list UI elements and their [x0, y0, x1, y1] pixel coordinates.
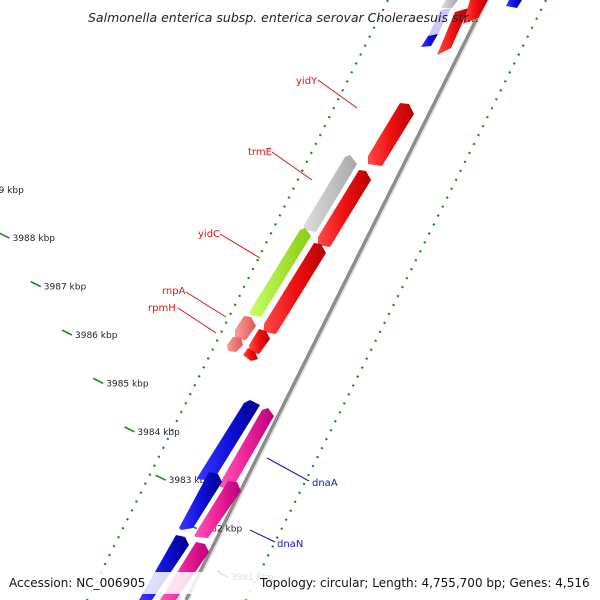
label-dnaA[interactable]: dnaA: [312, 478, 338, 489]
gene-dnaA-magenta[interactable]: [220, 408, 274, 489]
gene-yidC[interactable]: [250, 228, 311, 317]
kbp-tick-label-7: 3988 kbp: [13, 234, 56, 244]
kbp-tick-7: [0, 232, 10, 239]
gene-red-small-1[interactable]: [249, 329, 270, 354]
label-yidY[interactable]: yidY: [296, 76, 318, 87]
kbp-tick-label-1: 3982 kbp: [200, 525, 243, 535]
leader-yidC: [219, 233, 261, 259]
outer-dotted-track: [86, 0, 389, 600]
inner-dotted-track: [245, 0, 547, 600]
leader-yidY: [317, 79, 358, 109]
kbp-tick-6: [30, 280, 42, 288]
label-dnaN[interactable]: dnaN: [277, 539, 303, 550]
leader-dnaN: [249, 529, 276, 543]
leader-dnaA: [266, 457, 310, 482]
kbp-tick-label-6: 3987 kbp: [44, 283, 87, 293]
gene-trmE[interactable]: [318, 170, 371, 247]
label-yidC[interactable]: yidC: [198, 229, 220, 240]
accession-text: Accession: NC_006905: [9, 576, 145, 590]
gene-block-top-red-right[interactable]: [463, 0, 488, 24]
genome-title: Salmonella enterica subsp. enterica sero…: [88, 10, 479, 25]
gene-label-leaders: [177, 79, 358, 543]
gene-red-lower[interactable]: [264, 243, 326, 334]
footer-background: [0, 572, 600, 594]
sequence-backbone-highlight: [188, 0, 490, 600]
kbp-tick-3: [124, 426, 135, 433]
gene-labels: yidY trmE yidC rnpA rpmH dnaA dnaN: [148, 76, 338, 550]
leader-trmE: [271, 151, 313, 181]
gene-block-top-red[interactable]: [437, 8, 469, 55]
kbp-tick-label-3: 3984 kbp: [137, 428, 180, 438]
label-rnpA[interactable]: rnpA: [162, 286, 186, 297]
gene-grey[interactable]: [304, 155, 357, 232]
label-trmE[interactable]: trmE: [248, 147, 272, 158]
gene-block-top-lavender[interactable]: [428, 8, 451, 36]
label-rpmH[interactable]: rpmH: [148, 303, 176, 314]
leader-rnpA: [185, 291, 227, 318]
gene-dnaA[interactable]: [197, 400, 260, 481]
gene-block-top-grey[interactable]: [441, 0, 458, 8]
gene-block-top-blue[interactable]: [421, 34, 438, 47]
gene-rnpA[interactable]: [235, 316, 256, 340]
gene-dnaN[interactable]: [179, 472, 222, 530]
gene-rpmH[interactable]: [227, 337, 243, 352]
gene-dnaN-magenta[interactable]: [195, 481, 241, 538]
leader-rpmH: [177, 307, 217, 334]
kbp-tick-4: [92, 377, 104, 385]
kbp-tick-label-8: 3989 kbp: [0, 186, 24, 196]
gene-track: [139, 0, 522, 600]
gene-red-small-2[interactable]: [243, 348, 258, 361]
kbp-tick-label-2: 3983 kbp: [169, 476, 212, 486]
gene-block-top-blue-right[interactable]: [506, 0, 522, 8]
kbp-tick-label-5: 3986 kbp: [75, 331, 118, 341]
kbp-tick-label-4: 3985 kbp: [106, 379, 149, 389]
genome-info-text: Topology: circular; Length: 4,755,700 bp…: [259, 576, 590, 590]
kbp-tick-5: [61, 329, 73, 336]
gene-yidY[interactable]: [368, 103, 414, 166]
sequence-backbone: [184, 0, 488, 600]
kbp-tick-2: [155, 474, 166, 481]
